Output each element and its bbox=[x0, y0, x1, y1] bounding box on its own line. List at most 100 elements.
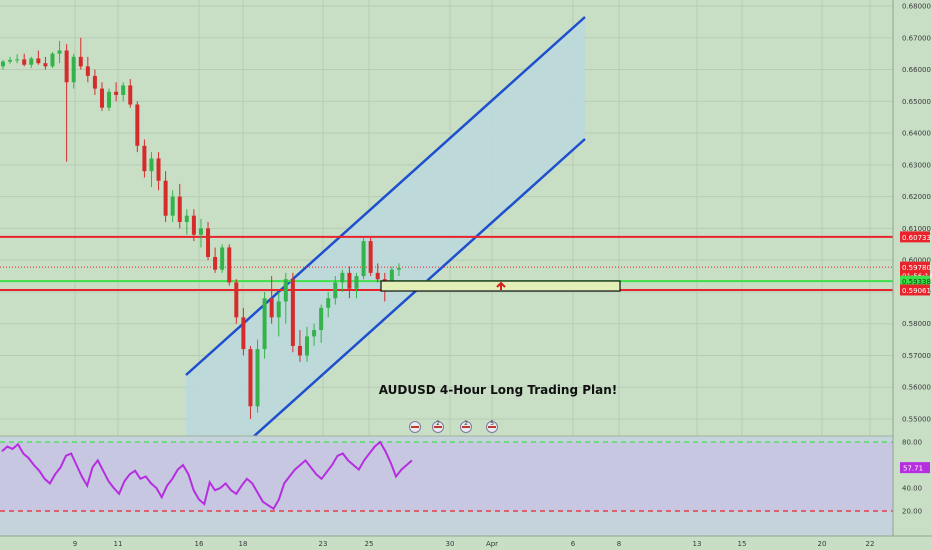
candle-body bbox=[319, 307, 324, 331]
date-tick-label: 25 bbox=[365, 540, 374, 548]
chart-title: AUDUSD 4-Hour Long Trading Plan! bbox=[379, 383, 618, 397]
candle-body bbox=[361, 241, 366, 277]
event-icons[interactable]: 2 2 5 bbox=[409, 420, 498, 433]
trade-zone[interactable] bbox=[380, 280, 621, 292]
candle-body bbox=[92, 75, 97, 89]
flag-stripe bbox=[434, 426, 442, 428]
candle-body bbox=[8, 60, 13, 62]
candle-body bbox=[340, 272, 345, 283]
event-icon[interactable] bbox=[409, 421, 421, 433]
candle-body bbox=[375, 272, 380, 280]
price-tag-label: 0.59780 bbox=[902, 264, 931, 272]
event-icon[interactable]: 5 bbox=[486, 420, 498, 433]
channel-upper-line[interactable] bbox=[185, 16, 586, 376]
date-tick-label: 11 bbox=[114, 540, 123, 548]
price-tick-label: 0.63000 bbox=[902, 161, 931, 169]
date-tick-label: 16 bbox=[195, 540, 204, 548]
date-axis: 9 11 16 18 23 25 30 Apr 6 8 13 15 20 22 bbox=[0, 535, 932, 550]
candle-body bbox=[312, 330, 317, 337]
price-tick-label: 0.64000 bbox=[902, 130, 931, 138]
candle-body bbox=[1, 61, 5, 67]
long-arrow-icon bbox=[496, 281, 506, 290]
date-tick-label: 23 bbox=[319, 540, 328, 548]
candle-body bbox=[121, 85, 126, 95]
price-tag-label: 0.59061 bbox=[902, 287, 931, 295]
event-badge: 5 bbox=[490, 420, 494, 427]
price-tag bbox=[900, 261, 930, 273]
candle-body bbox=[64, 50, 69, 83]
date-tick-label: 18 bbox=[239, 540, 248, 548]
candle-body bbox=[128, 85, 133, 105]
candle-body bbox=[297, 345, 302, 356]
candle-body bbox=[78, 56, 83, 67]
rsi-tick-label: 80.00 bbox=[902, 439, 922, 447]
candle-body bbox=[269, 298, 274, 318]
channel-fill bbox=[186, 17, 585, 438]
candles bbox=[1, 37, 401, 419]
price-tag-label: 0.59338 bbox=[902, 278, 931, 286]
date-axis-background bbox=[0, 536, 932, 550]
price-tick-label: 0.56000 bbox=[902, 384, 931, 392]
candle-body bbox=[85, 66, 90, 76]
candle-body bbox=[198, 228, 203, 235]
candle-body bbox=[57, 50, 62, 54]
candle-body bbox=[99, 88, 104, 108]
event-badge: 2 bbox=[436, 420, 440, 427]
candle-body bbox=[177, 196, 182, 223]
candle-body bbox=[389, 269, 394, 286]
candle-body bbox=[149, 158, 154, 172]
price-tick-label: 0.68000 bbox=[902, 3, 931, 11]
candle-body bbox=[15, 59, 20, 61]
candle-body bbox=[107, 91, 112, 108]
price-tag bbox=[900, 284, 930, 296]
candle-body bbox=[163, 180, 168, 216]
candle-body bbox=[22, 59, 27, 65]
flag-stripe bbox=[488, 426, 496, 428]
event-icon[interactable]: 2 bbox=[460, 420, 472, 433]
date-tick-label: 6 bbox=[571, 540, 576, 548]
candle-body bbox=[283, 279, 288, 302]
date-tick-label: 8 bbox=[617, 540, 621, 548]
event-icon[interactable]: 2 bbox=[432, 420, 444, 433]
candle-body bbox=[248, 349, 253, 407]
candle-body bbox=[227, 247, 232, 283]
price-tick-label: 0.66000 bbox=[902, 66, 931, 74]
candle-body bbox=[255, 349, 260, 407]
date-tick-label: 15 bbox=[738, 540, 747, 548]
rsi-value-label: 57.71 bbox=[903, 465, 923, 473]
price-tick-label: 0.60000 bbox=[902, 257, 931, 265]
price-tag bbox=[900, 275, 930, 287]
candle-body bbox=[241, 317, 246, 350]
date-tick-label: 9 bbox=[73, 540, 77, 548]
candle-body bbox=[191, 215, 196, 235]
event-badge: 2 bbox=[464, 420, 468, 427]
price-tag-label: 0.60733 bbox=[902, 234, 931, 242]
candle-body bbox=[213, 256, 218, 270]
candle-body bbox=[206, 228, 211, 257]
price-tick-label: 0.61000 bbox=[902, 225, 931, 233]
date-tick-label: 13 bbox=[693, 540, 702, 548]
price-tag bbox=[900, 269, 930, 281]
rsi-line bbox=[1, 440, 413, 511]
candle-body bbox=[156, 158, 161, 181]
candle-body bbox=[368, 241, 373, 273]
candle-body bbox=[276, 301, 281, 318]
date-tick-label: 22 bbox=[866, 540, 875, 548]
candle-body bbox=[43, 63, 48, 67]
candle-body bbox=[354, 276, 359, 289]
flag-stripe bbox=[462, 426, 470, 428]
candle-body bbox=[36, 58, 41, 64]
price-tick-label: 0.67000 bbox=[902, 34, 931, 42]
candle-body bbox=[333, 282, 338, 299]
rsi-tick-label: 20.00 bbox=[902, 508, 922, 516]
rsi-value-tag bbox=[900, 462, 930, 474]
price-tick-label: 0.55000 bbox=[902, 416, 931, 424]
price-tick-label: 0.62000 bbox=[902, 193, 931, 201]
candle-body bbox=[234, 282, 239, 318]
candle-body bbox=[220, 247, 225, 270]
rsi-band bbox=[0, 442, 893, 511]
date-tick-label: 30 bbox=[446, 540, 455, 548]
price-tick-label: 0.65000 bbox=[902, 98, 931, 106]
candle-body bbox=[347, 272, 352, 289]
